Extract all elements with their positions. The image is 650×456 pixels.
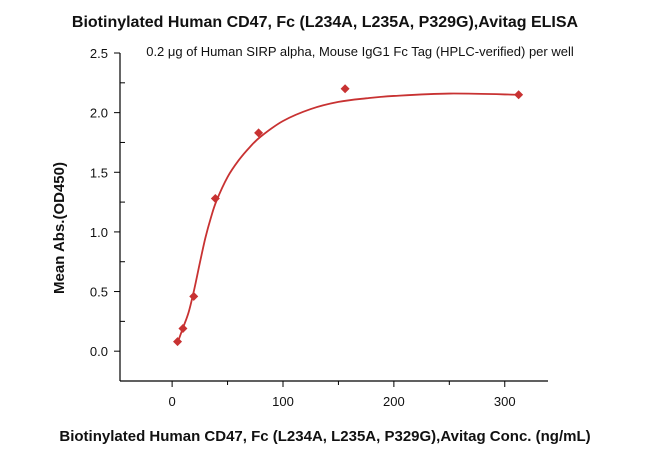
x-tick-label: 300: [494, 394, 516, 409]
data-point: [189, 291, 199, 301]
data-point: [173, 337, 183, 347]
chart-subtitle: 0.2 μg of Human SIRP alpha, Mouse IgG1 F…: [146, 44, 574, 59]
y-axis-label: Mean Abs.(OD450): [51, 162, 68, 294]
data-point: [210, 194, 220, 204]
x-tick-label: 100: [272, 394, 294, 409]
data-point: [178, 324, 188, 334]
fit-curve: [176, 92, 519, 345]
data-point: [514, 90, 524, 100]
y-tick-label: 0.0: [90, 344, 108, 359]
y-tick-label: 0.5: [90, 285, 108, 300]
y-tick-label: 2.0: [90, 106, 108, 121]
y-tick-label: 1.5: [90, 165, 108, 180]
x-tick-label: 200: [383, 394, 405, 409]
x-axis-label: Biotinylated Human CD47, Fc (L234A, L235…: [59, 428, 590, 445]
chart-title: Biotinylated Human CD47, Fc (L234A, L235…: [72, 14, 579, 31]
y-tick-label: 2.5: [90, 46, 108, 61]
x-tick-label: 0: [168, 394, 175, 409]
data-point: [254, 128, 264, 138]
data-point: [340, 84, 350, 94]
y-tick-label: 1.0: [90, 225, 108, 240]
